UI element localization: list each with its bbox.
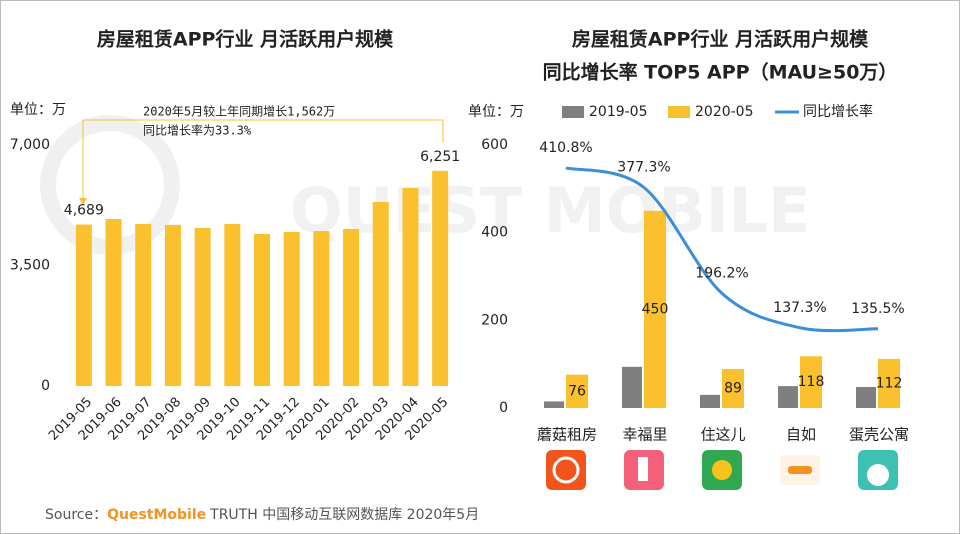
bar (224, 224, 241, 386)
annotation: 同比增长率为33.3% (143, 123, 252, 138)
data-label: 135.5% (851, 301, 904, 317)
bar (194, 227, 211, 386)
x-tick-label: 住这儿 (700, 426, 745, 444)
bar (164, 224, 181, 386)
legend-swatch (668, 106, 690, 118)
bar (343, 229, 360, 386)
bar (313, 231, 330, 386)
source-text: TRUTH 中国移动互联网数据库 2020年5月 (209, 507, 479, 523)
legend-swatch (562, 106, 584, 118)
chart-title: 房屋租赁APP行业 月活跃用户规模 (572, 28, 869, 51)
chart-title: 房屋租赁APP行业 月活跃用户规模 (97, 28, 394, 51)
chart-subtitle: 同比增长率 TOP5 APP（MAU≥50万） (543, 61, 898, 84)
x-tick-label: 蘑菇租房 (537, 426, 597, 444)
annotation-bracket (82, 119, 444, 204)
bar (644, 210, 666, 408)
x-tick-label: 幸福里 (622, 426, 667, 444)
app-icons (546, 450, 898, 490)
bar (778, 386, 798, 408)
bar (135, 224, 152, 386)
bar (700, 394, 720, 408)
unit-label: 单位：万 (10, 102, 66, 118)
annotation-arrow (79, 198, 87, 205)
y-tick-label: 0 (41, 378, 50, 394)
data-label: 118 (798, 374, 825, 390)
bar (283, 231, 300, 386)
icon (788, 466, 812, 474)
x-tick-label: 蛋壳公寓 (849, 426, 909, 444)
bar (105, 219, 122, 386)
x-tick-label: 自如 (786, 426, 816, 444)
data-label: 76 (568, 383, 586, 399)
bar (544, 401, 564, 408)
unit-label: 单位：万 (468, 104, 524, 120)
bar (800, 356, 822, 408)
legend-label: 2019-05 (589, 104, 648, 120)
data-label: 4,689 (64, 203, 104, 219)
y-tick-label: 600 (481, 137, 508, 153)
bar (254, 233, 270, 386)
icon (712, 460, 732, 480)
y-tick-label: 200 (481, 312, 508, 328)
data-label: 89 (724, 380, 742, 396)
icon (546, 450, 586, 490)
icon (638, 457, 648, 481)
bar (878, 358, 900, 408)
legend-label: 2020-05 (695, 104, 754, 120)
data-label: 450 (642, 301, 669, 317)
data-label: 410.8% (539, 140, 592, 156)
bar (722, 368, 744, 408)
bar (75, 224, 92, 386)
annotation: 2020年5月较上年同期增长1,562万 (143, 104, 335, 119)
data-label: 196.2% (695, 265, 748, 281)
bar (402, 188, 419, 386)
data-label: 112 (876, 375, 903, 391)
bar (622, 366, 642, 408)
bar (566, 374, 588, 408)
y-tick-label: 0 (499, 400, 508, 416)
watermark: QUEST MOBILE (290, 174, 811, 247)
y-tick-label: 400 (481, 225, 508, 241)
y-tick-label: 3,500 (10, 258, 50, 274)
bar (432, 170, 449, 386)
source-brand: QuestMobile (107, 507, 206, 523)
data-label: 137.3% (773, 300, 826, 316)
y-tick-label: 7,000 (10, 137, 50, 153)
legend-label: 同比增长率 (803, 103, 873, 120)
line (565, 166, 879, 333)
data-label: 377.3% (617, 159, 670, 175)
icon (552, 456, 580, 484)
bar (372, 201, 389, 386)
source-label: Source： (45, 507, 107, 523)
bar (856, 386, 876, 408)
icon (867, 464, 889, 486)
data-label: 6,251 (420, 149, 460, 165)
source: Source：QuestMobile TRUTH 中国移动互联网数据库 2020年… (45, 507, 479, 523)
